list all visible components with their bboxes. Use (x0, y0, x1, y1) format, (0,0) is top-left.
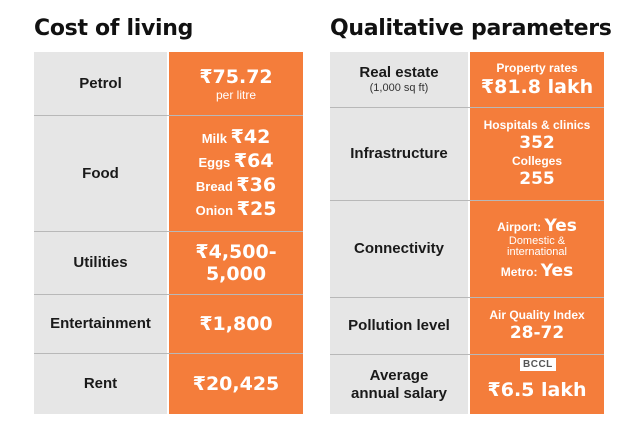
petrol-value-cell: ₹75.72 per litre (169, 52, 303, 115)
pollution-label: Pollution level (330, 298, 470, 354)
hospitals-value: 352 (519, 133, 555, 153)
entertainment-price: ₹1,800 (199, 313, 273, 335)
rent-label: Rent (34, 354, 169, 414)
qualitative-parameters-panel: Qualitative parameters Real estate (1,00… (330, 0, 612, 426)
qualitative-parameters-title: Qualitative parameters (330, 16, 612, 41)
food-item-onion: Onion ₹25 (195, 197, 277, 220)
infrastructure-label: Infrastructure (330, 108, 470, 200)
connectivity-value-cell: Airport: Yes Domestic & international Me… (470, 201, 604, 297)
hospitals-caption: Hospitals & clinics (483, 118, 591, 132)
row-entertainment: Entertainment ₹1,800 (34, 295, 303, 354)
salary-label-line2: annual salary (351, 384, 447, 402)
real-estate-label-cell: Real estate (1,000 sq ft) (330, 52, 470, 107)
row-petrol: Petrol ₹75.72 per litre (34, 52, 303, 116)
metro-line: Metro: Yes (501, 262, 573, 281)
airport-label: Airport: (497, 220, 542, 234)
colleges-value: 255 (519, 169, 555, 189)
row-rent: Rent ₹20,425 (34, 354, 303, 414)
utilities-value-cell: ₹4,500-5,000 (169, 232, 303, 294)
petrol-label: Petrol (34, 52, 169, 115)
qualitative-parameters-table: Real estate (1,000 sq ft) Property rates… (330, 52, 604, 416)
rent-value-cell: ₹20,425 (169, 354, 303, 414)
petrol-price: ₹75.72 (199, 65, 273, 88)
airport-note-international: international (507, 246, 567, 258)
salary-value: ₹6.5 lakh (487, 378, 587, 401)
entertainment-value-cell: ₹1,800 (169, 295, 303, 353)
cost-of-living-panel: Cost of living Petrol ₹75.72 per litre F… (34, 0, 303, 426)
colleges-caption: Colleges (511, 154, 562, 168)
utilities-label: Utilities (34, 232, 169, 294)
aqi-caption: Air Quality Index (489, 308, 585, 322)
property-rates-value: ₹81.8 lakh (480, 76, 594, 98)
bccl-credit: BCCL (520, 358, 556, 371)
cost-of-living-title: Cost of living (34, 16, 194, 41)
real-estate-sublabel: (1,000 sq ft) (369, 82, 429, 94)
infrastructure-value-cell: Hospitals & clinics 352 Colleges 255 (470, 108, 604, 200)
property-rates-caption: Property rates (496, 61, 578, 75)
row-pollution: Pollution level Air Quality Index 28-72 (330, 298, 604, 355)
food-item-bread: Bread ₹36 (195, 173, 277, 196)
metro-value: Yes (540, 261, 574, 281)
food-item-milk: Milk ₹42 (201, 125, 271, 148)
pollution-value-cell: Air Quality Index 28-72 (470, 298, 604, 354)
row-real-estate: Real estate (1,000 sq ft) Property rates… (330, 52, 604, 108)
row-connectivity: Connectivity Airport: Yes Domestic & int… (330, 201, 604, 298)
salary-label-cell: Average annual salary (330, 355, 470, 414)
real-estate-value-cell: Property rates ₹81.8 lakh (470, 52, 604, 107)
salary-label-line1: Average (369, 366, 429, 384)
utilities-price: ₹4,500-5,000 (195, 241, 277, 285)
petrol-unit: per litre (215, 87, 256, 102)
airport-line: Airport: Yes (497, 217, 577, 236)
salary-value-cell: BCCL ₹6.5 lakh (470, 355, 604, 414)
row-salary: Average annual salary BCCL ₹6.5 lakh (330, 355, 604, 414)
entertainment-label: Entertainment (34, 295, 169, 353)
connectivity-label: Connectivity (330, 201, 470, 297)
airport-note-domestic: Domestic & (508, 235, 566, 247)
row-infrastructure: Infrastructure Hospitals & clinics 352 C… (330, 108, 604, 201)
aqi-value: 28-72 (509, 323, 565, 343)
cost-of-living-table: Petrol ₹75.72 per litre Food Milk ₹42 Eg… (34, 52, 303, 416)
row-utilities: Utilities ₹4,500-5,000 (34, 232, 303, 295)
food-value-cell: Milk ₹42 Eggs ₹64 Bread ₹36 Onion ₹25 (169, 116, 303, 231)
rent-price: ₹20,425 (192, 373, 280, 395)
metro-label: Metro: (500, 265, 538, 279)
food-label: Food (34, 116, 169, 231)
food-item-eggs: Eggs ₹64 (198, 149, 274, 172)
real-estate-label: Real estate (359, 64, 439, 81)
airport-value: Yes (544, 216, 577, 236)
row-food: Food Milk ₹42 Eggs ₹64 Bread ₹36 Onion ₹… (34, 116, 303, 232)
